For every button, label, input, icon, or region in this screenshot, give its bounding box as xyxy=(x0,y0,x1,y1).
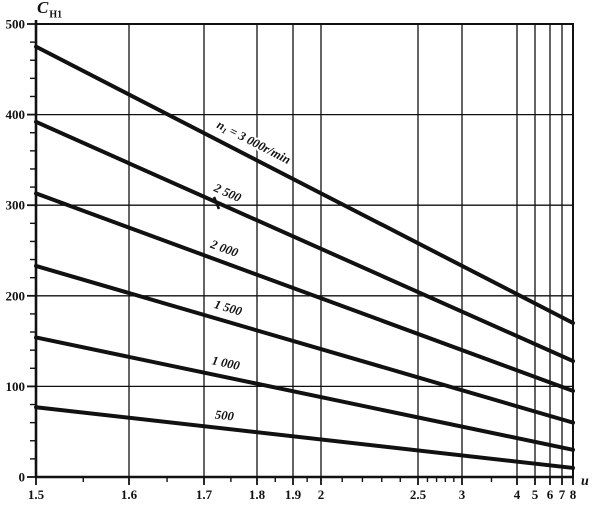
x-tick-label-2: 2 xyxy=(318,487,325,502)
series-line-3000 xyxy=(34,44,575,325)
series-line-2000 xyxy=(34,191,575,393)
x-axis-title: u xyxy=(581,474,589,489)
x-tick-label-2.5: 2.5 xyxy=(410,487,427,502)
x-tick-label-3: 3 xyxy=(459,487,466,502)
x-tick-label-1.5: 1.5 xyxy=(28,487,45,502)
y-axis-title-main: C xyxy=(37,0,50,17)
x-tick-label-5: 5 xyxy=(532,487,539,502)
axis-ticks xyxy=(27,23,574,485)
y-tick-label-100: 100 xyxy=(6,379,26,394)
y-tick-label-500: 500 xyxy=(6,17,26,32)
series-line-1000 xyxy=(34,335,575,452)
plot-border xyxy=(35,23,574,478)
axis-tick-labels: 0 100 200 300 400 500 1.5 1.6 1.7 1.8 1.9 2 2.5 3 4 5 6 7… xyxy=(6,17,577,503)
y-tick-label-300: 300 xyxy=(6,198,26,213)
x-tick-label-6: 6 xyxy=(547,487,554,502)
series-line-500 xyxy=(34,405,575,470)
series-label-1000: 1 000 xyxy=(211,353,242,373)
series-line-2500 xyxy=(34,119,575,364)
x-tick-label-1.7: 1.7 xyxy=(196,487,213,502)
y-axis-title-sub: H1 xyxy=(49,9,63,21)
y-tick-label-400: 400 xyxy=(6,107,26,122)
y-tick-label-200: 200 xyxy=(6,288,26,303)
series-label-1500: 1 500 xyxy=(213,297,245,319)
series-lines xyxy=(34,44,575,470)
x-tick-label-4: 4 xyxy=(514,487,521,502)
x-tick-label-7: 7 xyxy=(559,487,566,502)
x-tick-label-1.8: 1.8 xyxy=(249,487,266,502)
y-axis-title: CH1 xyxy=(37,0,62,20)
y-tick-label-0: 0 xyxy=(19,470,26,485)
x-tick-label-1.6: 1.6 xyxy=(121,487,138,502)
series-line-1500 xyxy=(34,263,575,425)
grid-lines xyxy=(36,23,574,477)
series-2500-leader-tick xyxy=(212,196,221,210)
x-tick-label-1.9: 1.9 xyxy=(285,487,302,502)
series-label-500: 500 xyxy=(214,408,235,424)
x-tick-label-8: 8 xyxy=(570,487,577,502)
